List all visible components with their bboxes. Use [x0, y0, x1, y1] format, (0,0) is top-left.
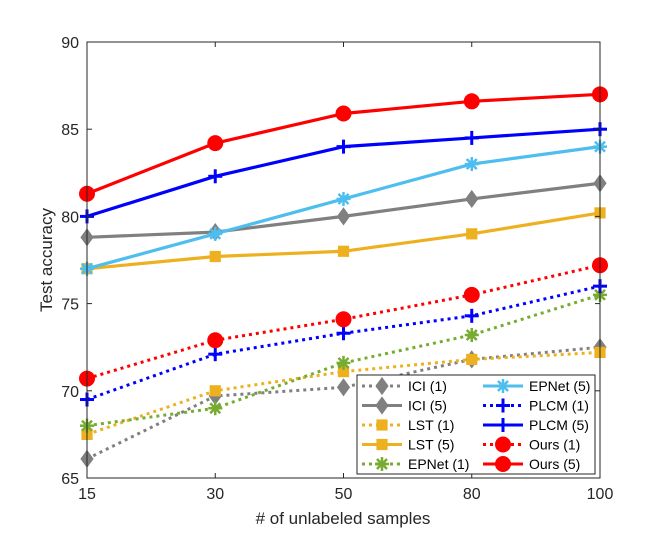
legend-swatch-marker: [496, 379, 510, 393]
series-line-epnet-1: [86, 293, 601, 428]
data-point: [464, 308, 479, 323]
y-tick-label: 80: [61, 209, 79, 226]
legend-entry-ici-1: ICI (1): [362, 376, 447, 396]
series-ici-5: [80, 174, 607, 247]
legend-entry-plcm-1: PLCM (1): [483, 398, 589, 414]
data-point: [463, 286, 480, 303]
legend-label: LST (1): [408, 417, 454, 433]
legend-label: ICI (5): [408, 398, 447, 414]
legend-label: Ours (1): [529, 437, 580, 453]
legend-entry-ici-5: ICI (5): [362, 396, 447, 415]
legend-label: Ours (5): [529, 456, 580, 472]
legend: ICI (1) ICI (5) LST (1) LST (5) EPNet (1) EPN…: [356, 374, 596, 475]
y-tick-label: 65: [61, 471, 79, 488]
y-tick-label: 75: [61, 297, 79, 314]
series-ours-5: [79, 86, 608, 202]
y-axis: 65 70 75 80 85 90: [61, 35, 600, 488]
legend-label: EPNet (1): [408, 456, 469, 472]
data-point: [336, 191, 351, 206]
legend-entry-epnet-1: EPNet (1): [362, 456, 469, 472]
legend-label: PLCM (1): [529, 398, 589, 414]
legend-swatch-marker: [375, 457, 389, 471]
y-axis-label: Test accuracy: [37, 208, 56, 312]
data-point: [209, 250, 221, 263]
legend-swatch-marker: [496, 418, 510, 432]
data-point: [464, 130, 479, 145]
legend-entry-ours-5: Ours (5): [483, 456, 580, 472]
x-tick-label: 15: [78, 486, 96, 503]
data-point: [208, 347, 223, 362]
series-line-lst-1: [86, 350, 601, 436]
data-point: [464, 157, 479, 172]
x-tick-label: 30: [206, 486, 224, 503]
legend-entry-ours-1: Ours (1): [483, 436, 580, 453]
data-point: [465, 189, 479, 209]
data-point: [207, 135, 224, 152]
x-axis-label: # of unlabeled samples: [256, 509, 431, 528]
data-point: [207, 332, 224, 349]
data-point: [208, 226, 223, 241]
data-point: [464, 327, 479, 342]
data-point: [336, 355, 351, 370]
legend-label: PLCM (5): [529, 417, 589, 433]
legend-entry-lst-5: LST (5): [362, 437, 454, 453]
data-point: [336, 207, 351, 226]
x-tick-label: 50: [335, 486, 353, 503]
legend-swatch-marker: [496, 398, 510, 413]
legend-entry-plcm-5: PLCM (5): [483, 417, 589, 433]
plot-area: [79, 86, 608, 468]
legend-swatch-marker: [495, 436, 511, 453]
data-point: [336, 378, 351, 397]
legend-entry-lst-1: LST (1): [362, 417, 454, 433]
legend-swatch-marker: [495, 456, 511, 472]
legend-label: LST (5): [408, 437, 454, 453]
data-point: [466, 353, 478, 366]
series-epnet-5: [80, 139, 607, 276]
data-point: [335, 311, 352, 328]
data-point: [208, 169, 223, 184]
legend-swatch-marker: [375, 396, 389, 415]
data-point: [336, 139, 351, 154]
legend-box: [356, 374, 596, 475]
legend-swatch-marker: [376, 419, 388, 431]
y-tick-label: 90: [61, 35, 79, 52]
y-tick-label: 70: [61, 384, 79, 401]
data-point: [209, 385, 221, 397]
x-axis: 15 30 50 80 100: [78, 42, 613, 503]
data-point: [335, 105, 352, 122]
legend-label: EPNet (5): [529, 378, 590, 394]
legend-swatch-marker: [375, 376, 389, 396]
legend-label: ICI (1): [408, 378, 447, 394]
legend-entry-epnet-5: EPNet (5): [483, 378, 590, 394]
data-point: [208, 401, 223, 416]
data-point: [466, 228, 478, 240]
x-tick-label: 80: [463, 486, 481, 503]
y-tick-label: 85: [61, 122, 79, 139]
data-point: [336, 326, 351, 341]
data-point: [337, 245, 350, 257]
x-tick-label: 100: [587, 486, 614, 503]
data-point: [463, 93, 480, 110]
legend-swatch-marker: [376, 438, 388, 451]
